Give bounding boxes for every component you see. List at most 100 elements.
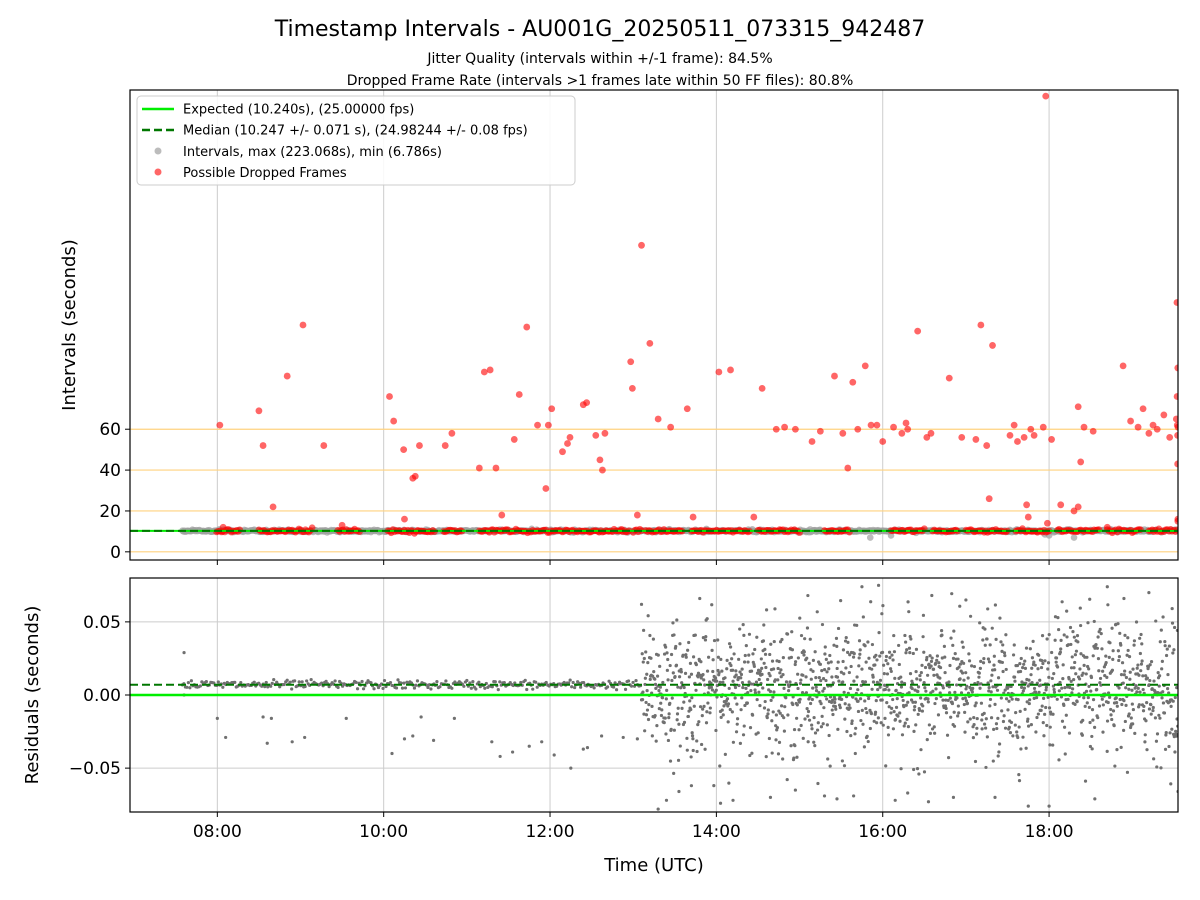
residual-point — [1121, 681, 1125, 685]
dropped-frame-point — [534, 421, 541, 429]
residual-point — [906, 700, 910, 704]
residual-point — [1150, 695, 1155, 699]
residual-point — [799, 678, 803, 682]
residual-point — [831, 698, 835, 702]
residual-outlier-point — [540, 740, 544, 744]
residual-point — [699, 660, 703, 664]
residual-point — [1057, 758, 1061, 762]
residual-point — [743, 653, 747, 658]
residual-point — [1127, 655, 1132, 659]
residual-point — [902, 724, 906, 728]
residual-point — [927, 723, 931, 727]
residual-point — [936, 713, 941, 717]
residual-point — [738, 627, 742, 631]
residual-point — [822, 668, 827, 672]
residual-point — [429, 687, 433, 691]
residual-point — [827, 733, 831, 738]
residual-point — [874, 653, 878, 657]
residual-point — [847, 670, 851, 675]
residual-point — [968, 717, 972, 721]
residual-point — [762, 706, 767, 710]
residual-point — [737, 683, 741, 688]
residual-point — [987, 660, 992, 664]
residual-point — [614, 688, 619, 692]
residual-point — [1128, 677, 1132, 681]
residual-point — [848, 653, 852, 657]
residual-point — [876, 716, 880, 720]
dropped-frame-point — [846, 528, 853, 536]
residual-point — [465, 678, 469, 683]
residual-point — [1101, 703, 1105, 707]
residual-point — [1011, 734, 1015, 738]
residual-point — [1072, 635, 1076, 639]
residual-point — [823, 645, 827, 649]
residual-point — [793, 660, 798, 664]
residual-point — [741, 685, 745, 690]
residual-point — [1095, 687, 1099, 692]
dropped-frame-point — [781, 423, 788, 431]
residual-point — [994, 722, 999, 726]
residual-point — [907, 691, 911, 695]
residual-outlier-point — [731, 798, 735, 802]
dropped-frame-point — [492, 464, 500, 472]
dropped-frame-point — [1153, 425, 1161, 433]
residual-point — [784, 680, 789, 684]
residual-point — [1119, 745, 1123, 749]
residual-point — [1129, 716, 1133, 720]
residual-point — [837, 679, 841, 683]
residual-outlier-point — [402, 737, 407, 741]
residual-point — [883, 683, 887, 687]
residual-point — [860, 708, 864, 712]
residual-point — [912, 708, 916, 712]
residual-point — [891, 727, 895, 731]
residual-point — [982, 657, 986, 661]
residual-point — [783, 705, 787, 709]
residual-point — [994, 637, 998, 642]
residual-point — [1115, 704, 1119, 708]
residual-point — [854, 726, 858, 730]
residual-point — [947, 685, 951, 689]
residual-point — [1069, 642, 1073, 647]
residual-point — [694, 688, 698, 692]
residual-point — [1076, 640, 1080, 644]
residual-point — [859, 718, 863, 723]
residual-point — [884, 654, 889, 659]
residual-point — [1105, 749, 1109, 754]
residual-point — [676, 706, 680, 710]
residual-point — [904, 651, 908, 655]
residual-point — [1081, 671, 1085, 675]
residual-point — [926, 700, 930, 704]
residual-point — [1137, 673, 1141, 677]
residual-point — [1134, 684, 1138, 688]
residual-point — [958, 604, 962, 608]
residual-point — [995, 688, 1000, 692]
residual-point — [885, 672, 890, 676]
residual-point — [1131, 707, 1135, 712]
residual-point — [1173, 695, 1177, 700]
residual-point — [1101, 669, 1105, 673]
residual-point — [611, 685, 616, 689]
residual-point — [931, 689, 935, 693]
intervals-y-tick-label: 0 — [110, 543, 121, 563]
residual-point — [1003, 726, 1008, 730]
residual-point — [1165, 647, 1169, 651]
residual-point — [1132, 639, 1137, 643]
residual-point — [469, 686, 473, 690]
dropped-frame-point — [1139, 405, 1147, 413]
dropped-frame-point — [480, 368, 488, 376]
residual-point — [962, 678, 966, 682]
residual-point — [932, 673, 936, 677]
residual-point — [1002, 651, 1007, 655]
interval-point — [1070, 534, 1078, 541]
residual-point — [988, 697, 993, 702]
residual-point — [948, 691, 952, 695]
residual-point — [1068, 685, 1072, 690]
residual-point — [1040, 634, 1045, 638]
residual-point — [726, 720, 730, 724]
residual-point — [474, 687, 478, 691]
residual-point — [695, 739, 699, 743]
residual-point — [285, 678, 289, 682]
residual-point — [676, 685, 680, 689]
residual-point — [1135, 666, 1139, 670]
